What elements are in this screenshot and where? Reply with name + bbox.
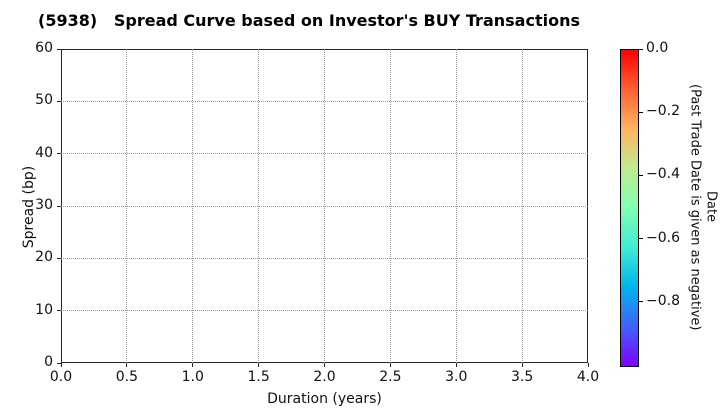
y-tick-label: 40 <box>35 144 53 161</box>
x-tickmark <box>126 363 128 367</box>
colorbar-label-line2: (Past Trade Date is given as negative) <box>687 83 703 331</box>
colorbar-tick-label: 0.0 <box>646 40 669 56</box>
colorbar-tickmark <box>639 174 643 176</box>
x-tickmark <box>258 363 260 367</box>
y-tick-label: 0 <box>44 354 53 370</box>
y-tick-label: 20 <box>35 249 53 266</box>
gridline-horizontal <box>61 310 588 312</box>
x-tickmark <box>587 363 589 367</box>
colorbar-tick-label: −0.2 <box>646 103 680 120</box>
x-tick-label: 0.0 <box>49 369 73 385</box>
colorbar-tickmark <box>639 48 643 50</box>
chart-title: (5938) Spread Curve based on Investor's … <box>38 11 580 30</box>
x-tickmark <box>324 363 325 367</box>
y-tickmark <box>57 362 61 364</box>
y-tickmark <box>57 257 61 259</box>
x-tick-label: 0.5 <box>115 369 138 385</box>
x-tick-label: 4.0 <box>576 369 600 385</box>
colorbar-gradient <box>620 49 639 367</box>
x-tick-label: 2.5 <box>379 369 402 385</box>
gridline-horizontal <box>61 205 588 207</box>
y-tick-label: 30 <box>35 197 53 213</box>
colorbar-tickmark <box>639 111 643 113</box>
y-tick-label: 10 <box>35 301 53 318</box>
colorbar-tickmark <box>639 301 643 303</box>
colorbar-tick-label: −0.6 <box>646 229 680 246</box>
colorbar-tickmark <box>639 238 643 240</box>
colorbar-tick-label: −0.4 <box>646 166 680 183</box>
x-tick-label: 3.0 <box>445 369 468 385</box>
x-tick-label: 2.0 <box>313 369 336 385</box>
gridline-horizontal <box>61 257 588 259</box>
x-axis-label: Duration (years) <box>267 391 382 407</box>
x-tick-label: 1.0 <box>181 369 204 385</box>
gridline-horizontal <box>61 153 588 155</box>
x-tickmark <box>521 363 523 367</box>
gridline-horizontal <box>61 100 588 102</box>
x-tickmark <box>192 363 194 367</box>
colorbar-label-line1: Time in years between 12/5/2025 and Trad… <box>703 63 720 350</box>
y-tickmark <box>57 310 61 312</box>
y-tickmark <box>57 48 61 50</box>
y-tick-label: 60 <box>35 40 53 56</box>
x-tickmark <box>60 363 62 367</box>
colorbar-tick-label: −0.8 <box>646 292 680 309</box>
x-tickmark <box>389 363 391 367</box>
x-tick-label: 3.5 <box>510 369 534 385</box>
x-tickmark <box>455 363 457 367</box>
y-tickmark <box>57 100 61 102</box>
y-tickmark <box>57 153 61 155</box>
colorbar-label: Time in years between 12/5/2025 and Trad… <box>686 49 720 365</box>
y-tickmark <box>57 205 61 207</box>
x-tick-label: 1.5 <box>247 369 270 385</box>
y-tick-label: 50 <box>35 92 53 109</box>
